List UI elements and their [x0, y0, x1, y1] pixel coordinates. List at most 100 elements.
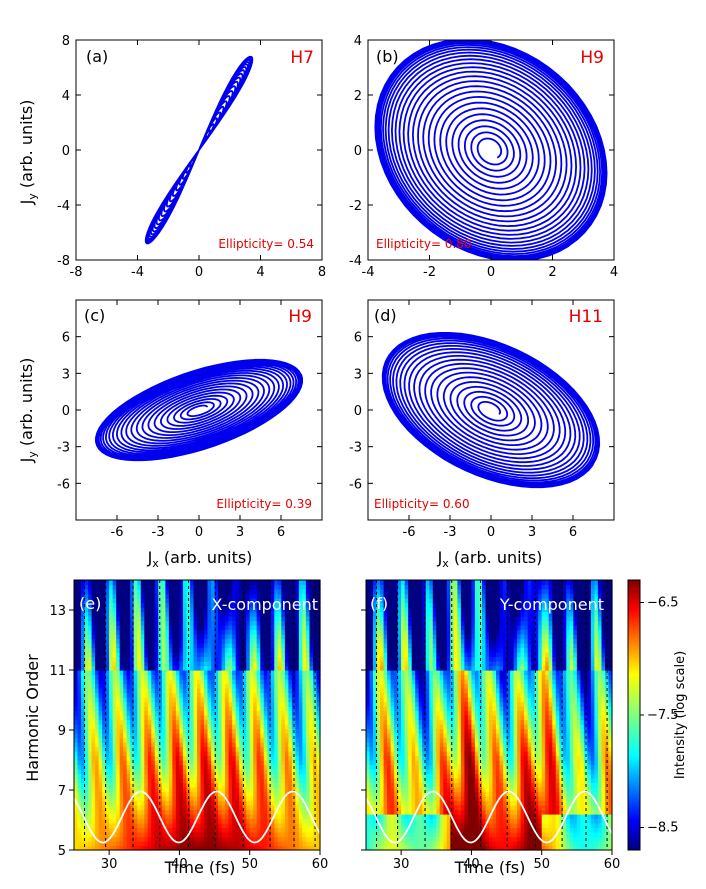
- heat-cell-e: [74, 841, 79, 847]
- heat-cell-e: [316, 719, 321, 725]
- heat-cell-e: [298, 701, 303, 707]
- heat-cell-e: [256, 706, 261, 712]
- x-tick-label-b: 2: [548, 265, 556, 280]
- heat-cell-f: [394, 832, 399, 838]
- heat-cell-e: [302, 742, 307, 748]
- heat-cell-e: [200, 580, 205, 586]
- heat-cell-e: [197, 796, 202, 802]
- heat-cell-e: [263, 800, 268, 806]
- heat-cell-e: [144, 580, 149, 586]
- heat-cell-e: [197, 620, 202, 626]
- heat-cell-e: [309, 719, 314, 725]
- heat-cell-e: [281, 845, 286, 851]
- heat-cell-e: [144, 841, 149, 847]
- heat-cell-e: [81, 760, 86, 766]
- heat-cell-e: [211, 719, 216, 725]
- heat-cell-f: [387, 796, 392, 802]
- heat-cell-e: [137, 638, 142, 644]
- heat-cell-e: [305, 733, 310, 739]
- heat-cell-e: [91, 796, 96, 802]
- heat-cell-e: [242, 764, 247, 770]
- heat-cell-e: [270, 611, 275, 617]
- heat-cell-e: [130, 710, 135, 716]
- heat-cell-e: [204, 841, 209, 847]
- heat-cell-e: [151, 773, 156, 779]
- heat-cell-e: [267, 710, 272, 716]
- heat-cell-e: [175, 611, 180, 617]
- heat-cell-f: [394, 827, 399, 833]
- heat-cell-e: [235, 611, 240, 617]
- heat-cell-f: [394, 683, 399, 689]
- heat-cell-e: [147, 841, 152, 847]
- heat-cell-e: [154, 769, 159, 775]
- heat-cell-e: [204, 845, 209, 851]
- heat-cell-e: [239, 683, 244, 689]
- heat-cell-e: [270, 688, 275, 694]
- heat-cell-e: [274, 791, 279, 797]
- heat-cell-e: [305, 701, 310, 707]
- heat-cell-e: [119, 805, 124, 811]
- heat-cell-e: [298, 679, 303, 685]
- heat-cell-e: [200, 769, 205, 775]
- heat-cell-e: [267, 836, 272, 842]
- heat-cell-e: [260, 607, 265, 613]
- heat-cell-e: [190, 845, 195, 851]
- heat-cell-e: [288, 665, 293, 671]
- heat-cell-e: [116, 805, 121, 811]
- heat-cell-f: [390, 620, 395, 626]
- heat-cell-e: [105, 760, 110, 766]
- heat-cell-e: [140, 706, 145, 712]
- panel-label-a: (a): [86, 47, 108, 66]
- heat-cell-f: [380, 688, 385, 694]
- heat-cell-e: [277, 643, 282, 649]
- heat-cell-e: [235, 652, 240, 658]
- heat-cell-e: [130, 845, 135, 851]
- heat-cell-e: [190, 616, 195, 622]
- heat-cell-f: [394, 769, 399, 775]
- heat-cell-e: [84, 674, 89, 680]
- heat-cell-e: [235, 629, 240, 635]
- heat-cell-e: [126, 674, 131, 680]
- heat-cell-e: [74, 580, 79, 586]
- heat-cell-f: [373, 656, 378, 662]
- y-tick-label-d: 3: [354, 367, 362, 382]
- heat-cell-e: [281, 728, 286, 734]
- heat-cell-e: [144, 787, 149, 793]
- heat-cell-e: [228, 688, 233, 694]
- heat-cell-f: [383, 616, 388, 622]
- heat-cell-e: [186, 647, 191, 653]
- heat-cell-f: [380, 598, 385, 604]
- heat-cell-e: [182, 602, 187, 608]
- heat-cell-e: [284, 580, 289, 586]
- heat-cell-e: [151, 634, 156, 640]
- heat-cell-f: [369, 683, 374, 689]
- heat-cell-e: [218, 607, 223, 613]
- heat-cell-f: [383, 652, 388, 658]
- heat-cell-e: [277, 814, 282, 820]
- heat-cell-f: [366, 796, 371, 802]
- heat-cell-e: [298, 674, 303, 680]
- heat-cell-f: [397, 733, 402, 739]
- heat-cell-e: [263, 643, 268, 649]
- heat-cell-e: [256, 643, 261, 649]
- heat-cell-e: [144, 584, 149, 590]
- heat-cell-e: [81, 746, 86, 752]
- heat-cell-e: [270, 598, 275, 604]
- heat-cell-e: [154, 791, 159, 797]
- heat-cell-e: [84, 769, 89, 775]
- heat-cell-e: [309, 674, 314, 680]
- heat-cell-e: [119, 616, 124, 622]
- heat-cell-e: [277, 841, 282, 847]
- heat-cell-e: [175, 638, 180, 644]
- heat-cell-e: [284, 719, 289, 725]
- heat-cell-e: [193, 796, 198, 802]
- heat-cell-e: [302, 791, 307, 797]
- heat-cell-e: [133, 611, 138, 617]
- heat-cell-f: [387, 715, 392, 721]
- heat-cell-e: [91, 692, 96, 698]
- heat-cell-e: [175, 584, 180, 590]
- heat-cell-e: [249, 751, 254, 757]
- heat-cell-e: [200, 764, 205, 770]
- heat-cell-e: [123, 629, 128, 635]
- x-tick-label-a: 8: [318, 265, 326, 280]
